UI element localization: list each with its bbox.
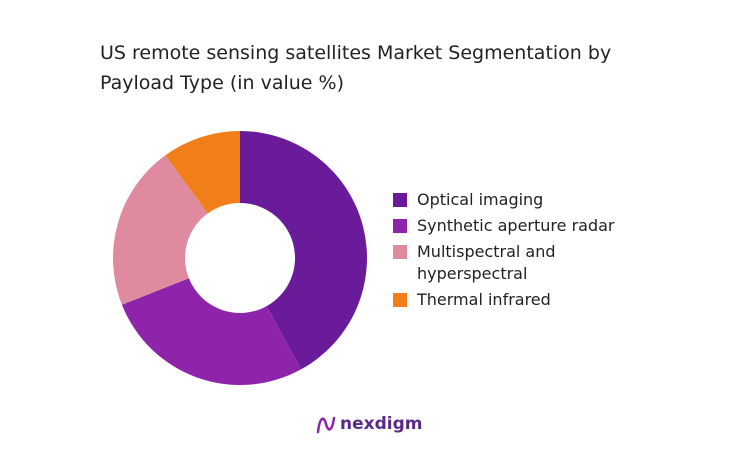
brand: nexdigm xyxy=(340,414,423,434)
legend-item: Optical imaging xyxy=(393,189,618,211)
legend-item: Synthetic aperture radar xyxy=(393,215,618,237)
legend-item: Multispectral and hyperspectral xyxy=(393,241,618,285)
legend-swatch xyxy=(393,245,407,259)
legend-item: Thermal infrared xyxy=(393,289,618,311)
chart-title: US remote sensing satellites Market Segm… xyxy=(100,42,612,94)
logo-mark xyxy=(316,416,336,434)
legend-label: Multispectral and hyperspectral xyxy=(417,242,556,283)
legend-label: Optical imaging xyxy=(417,190,544,209)
legend-swatch xyxy=(393,193,407,207)
logo-icon xyxy=(316,416,336,434)
legend: Optical imaging Synthetic aperture radar M… xyxy=(393,189,618,315)
slice xyxy=(240,131,368,370)
legend-swatch xyxy=(393,219,407,233)
legend-label: Synthetic aperture radar xyxy=(417,216,615,235)
legend-swatch xyxy=(393,293,407,307)
slice xyxy=(165,131,240,214)
slice xyxy=(112,155,208,305)
slice xyxy=(121,278,302,385)
legend-label: Thermal infrared xyxy=(417,290,551,309)
